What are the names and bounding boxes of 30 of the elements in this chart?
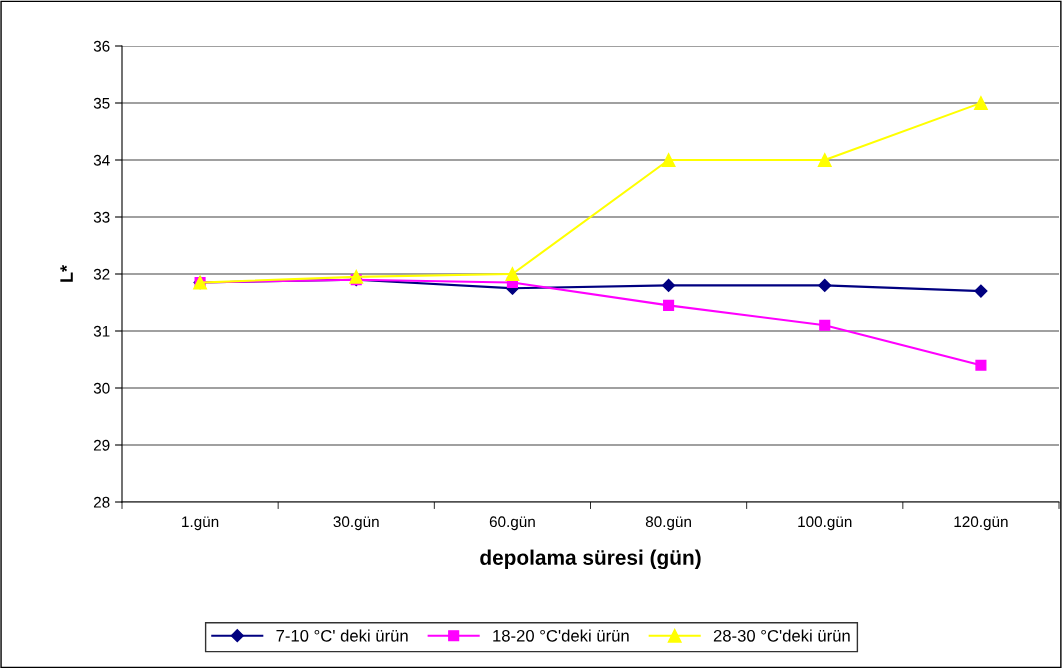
legend-label: 28-30 °C'deki ürün <box>713 629 850 642</box>
y-tick-label: 31 <box>93 325 110 337</box>
point <box>973 96 988 110</box>
y-tick-label: 33 <box>93 211 110 223</box>
y-tick-label: 35 <box>93 97 110 109</box>
y-tick-label: 34 <box>93 154 110 166</box>
point <box>661 153 676 167</box>
x-tick-label: 30.gün <box>333 516 379 531</box>
x-tick-label: 100.gün <box>798 516 852 531</box>
x-tick-label: 120.gün <box>954 516 1008 531</box>
y-tick-label: 36 <box>93 40 110 52</box>
point <box>818 278 832 292</box>
point <box>663 299 675 311</box>
x-tick-label: 60.gün <box>489 516 535 531</box>
point <box>975 359 987 371</box>
y-tick-label: 30 <box>93 382 110 394</box>
point <box>817 153 832 167</box>
legend-label: 7-10 °C' deki ürün <box>276 629 408 642</box>
y-tick-label: 32 <box>93 268 110 280</box>
point <box>819 319 831 331</box>
x-axis-title: depolama süresi (gün) <box>480 549 701 570</box>
point <box>661 278 676 292</box>
y-axis-title: L* <box>60 264 73 282</box>
y-tick-label: 29 <box>93 439 110 451</box>
point <box>974 284 988 298</box>
x-tick-label: 1.gün <box>182 516 219 531</box>
x-tick-label: 80.gün <box>645 516 691 531</box>
legend-label: 18-20 °C'deki ürün <box>493 629 629 642</box>
y-tick-label: 28 <box>93 496 110 508</box>
point <box>505 267 520 281</box>
